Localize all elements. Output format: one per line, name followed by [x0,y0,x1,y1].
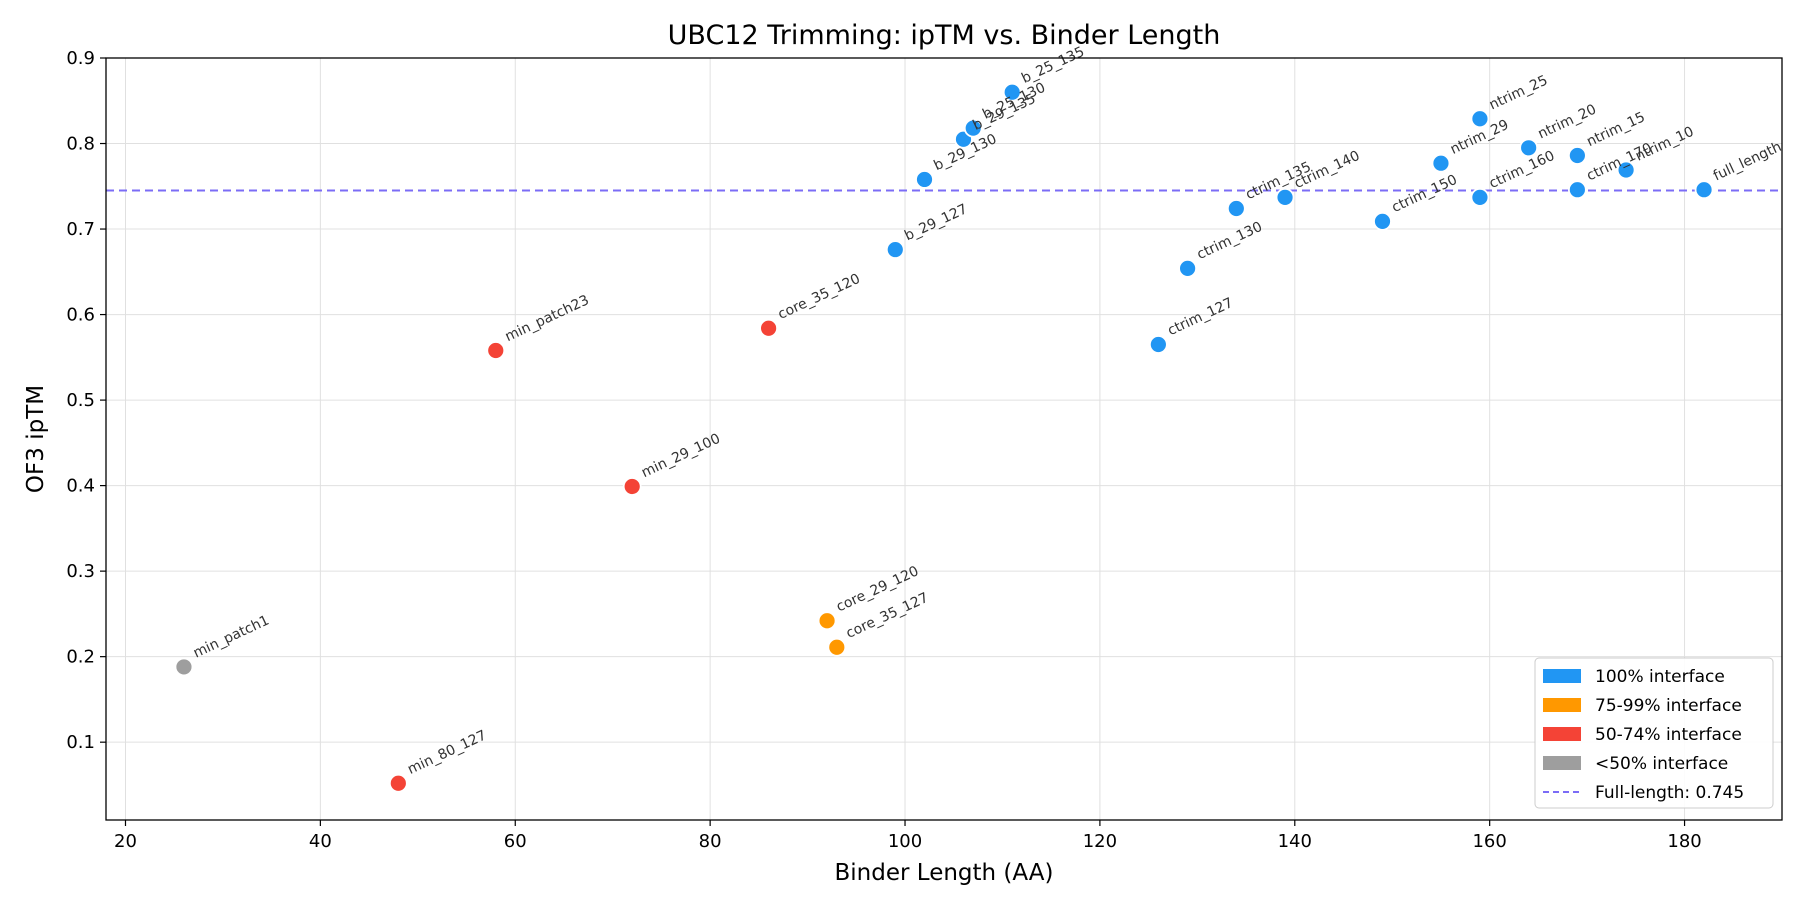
data-point-b_25_135 [1002,82,1022,102]
data-point-min_patch23 [486,341,506,360]
data-point-ntrim_29 [1431,153,1451,173]
legend-label-reference: Full-length: 0.745 [1595,783,1744,803]
point-label-ctrim_127: ctrim_127 [1165,295,1235,339]
data-point-ctrim_130 [1178,258,1198,278]
y-tick-label: 0.8 [66,134,95,155]
point-label-ctrim_130: ctrim_130 [1195,219,1265,263]
data-point-full_length [1694,180,1714,200]
plot-frame [105,57,1783,821]
y-tick-label: 0.6 [66,305,95,326]
legend-swatch-full [1543,669,1581,683]
data-point-ctrim_135 [1226,199,1246,218]
point-label-min_80_127: min_80_127 [405,727,489,777]
legend-swatch-low [1543,756,1581,770]
legend-label-high: 75-99% interface [1595,696,1742,716]
data-point-ntrim_20 [1519,138,1539,158]
x-tick-label: 40 [309,831,332,852]
data-point-ctrim_160 [1470,188,1490,207]
data-point-ctrim_127 [1148,335,1168,354]
legend-swatch-high [1543,698,1581,712]
data-point-core_35_120 [759,318,779,338]
point-label-min_patch1: min_patch1 [191,612,272,661]
x-axis-ticks: 20 40 60 80 100 120 140 160 180 [114,820,1702,852]
data-point-core_35_127 [827,637,847,657]
data-point-ctrim_140 [1275,188,1295,207]
x-tick-label: 120 [1083,831,1117,852]
legend: 100% interface 75-99% interface 50-74% int… [1534,657,1774,809]
x-tick-label: 180 [1667,831,1701,852]
data-point-min_patch1 [174,657,194,677]
data-point-min_29_100 [622,477,642,496]
y-tick-label: 0.3 [66,561,95,582]
point-label-b_29_127: b_29_127 [902,201,970,244]
point-label-ntrim_25: ntrim_25 [1487,72,1550,113]
y-tick-label: 0.4 [66,476,95,497]
y-tick-label: 0.1 [66,732,95,753]
data-points [174,82,1714,793]
legend-label-mid: 50-74% interface [1595,725,1742,745]
x-tick-label: 80 [699,831,722,852]
y-tick-label: 0.2 [66,647,95,668]
point-label-full_length: full_length [1711,139,1784,184]
x-axis-title: Binder Length (AA) [835,860,1054,886]
data-point-b_25_130 [963,118,983,138]
data-point-ntrim_15 [1567,146,1587,165]
x-tick-label: 20 [114,831,137,852]
y-axis-ticks: 0.1 0.2 0.3 0.4 0.5 0.6 0.7 0.8 0.9 [66,48,106,753]
data-point-ctrim_170 [1567,180,1587,200]
data-point-ctrim_150 [1373,211,1392,231]
data-point-core_29_120 [817,611,837,631]
x-tick-label: 140 [1278,831,1312,852]
x-tick-label: 160 [1472,831,1506,852]
x-tick-label: 60 [504,831,527,852]
legend-box [1534,657,1774,809]
point-label-min_patch23: min_patch23 [503,292,592,345]
y-tick-label: 0.9 [66,48,95,69]
y-tick-label: 0.7 [66,219,95,240]
x-tick-label: 100 [888,831,922,852]
data-point-b_29_127 [885,240,905,259]
data-point-b_29_130 [915,170,934,189]
legend-label-low: <50% interface [1595,754,1728,774]
data-point-ntrim_10 [1616,160,1636,180]
point-label-ctrim_150: ctrim_150 [1389,172,1459,216]
y-tick-label: 0.5 [66,390,95,411]
legend-swatch-mid [1543,727,1581,741]
legend-label-full: 100% interface [1595,667,1725,687]
data-point-min_80_127 [388,773,408,793]
data-point-ntrim_25 [1470,109,1490,129]
y-axis-title: OF3 ipTM [23,385,49,493]
chart-title: UBC12 Trimming: ipTM vs. Binder Length [668,20,1221,51]
